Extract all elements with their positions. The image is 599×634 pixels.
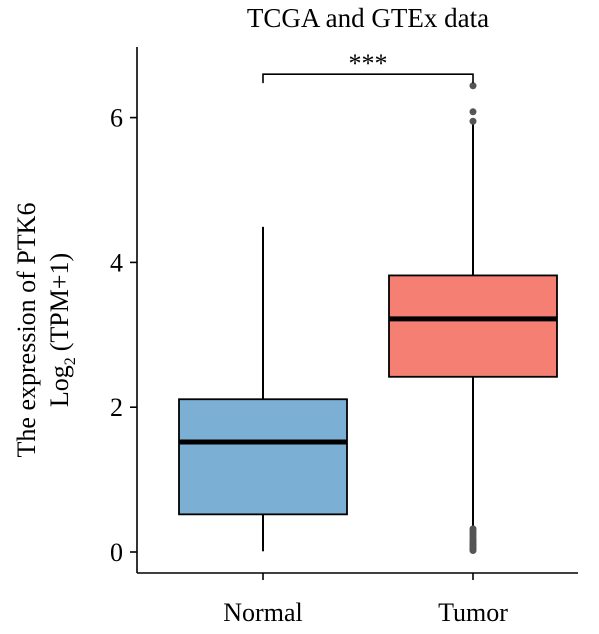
box-iqr: [388, 274, 558, 378]
outlier-point: [469, 108, 477, 116]
y-axis-label: The expression of PTK6 Log2 (TPM+1): [12, 203, 79, 458]
y-tick-label: 0: [110, 538, 123, 567]
y-tick-label: 6: [110, 104, 123, 133]
box-tumor: [388, 82, 558, 555]
box-normal: [178, 226, 348, 552]
y-axis-label-log: Log: [45, 365, 74, 407]
significance-label: ***: [349, 49, 388, 78]
significance-bracket: [262, 73, 474, 84]
axes: 0 2 4 6 Normal Tumor: [110, 47, 578, 627]
outlier-point: [469, 547, 477, 555]
outlier-point: [469, 117, 477, 125]
y-tick-label: 2: [110, 393, 123, 422]
y-axis-label-line1: The expression of PTK6: [12, 203, 41, 458]
chart-title: TCGA and GTEx data: [247, 3, 489, 33]
y-tick-label: 4: [110, 248, 123, 277]
y-axis-label-subscript: 2: [62, 357, 79, 365]
box-iqr: [178, 398, 348, 516]
outlier-point: [469, 82, 477, 90]
y-axis-label-line2: Log2 (TPM+1): [45, 253, 79, 407]
x-tick-label: Normal: [223, 598, 302, 627]
boxes: [178, 82, 558, 555]
y-axis-label-unit: (TPM+1): [45, 253, 74, 351]
significance-annotation: ***: [262, 49, 474, 84]
x-tick-label: Tumor: [438, 598, 508, 627]
